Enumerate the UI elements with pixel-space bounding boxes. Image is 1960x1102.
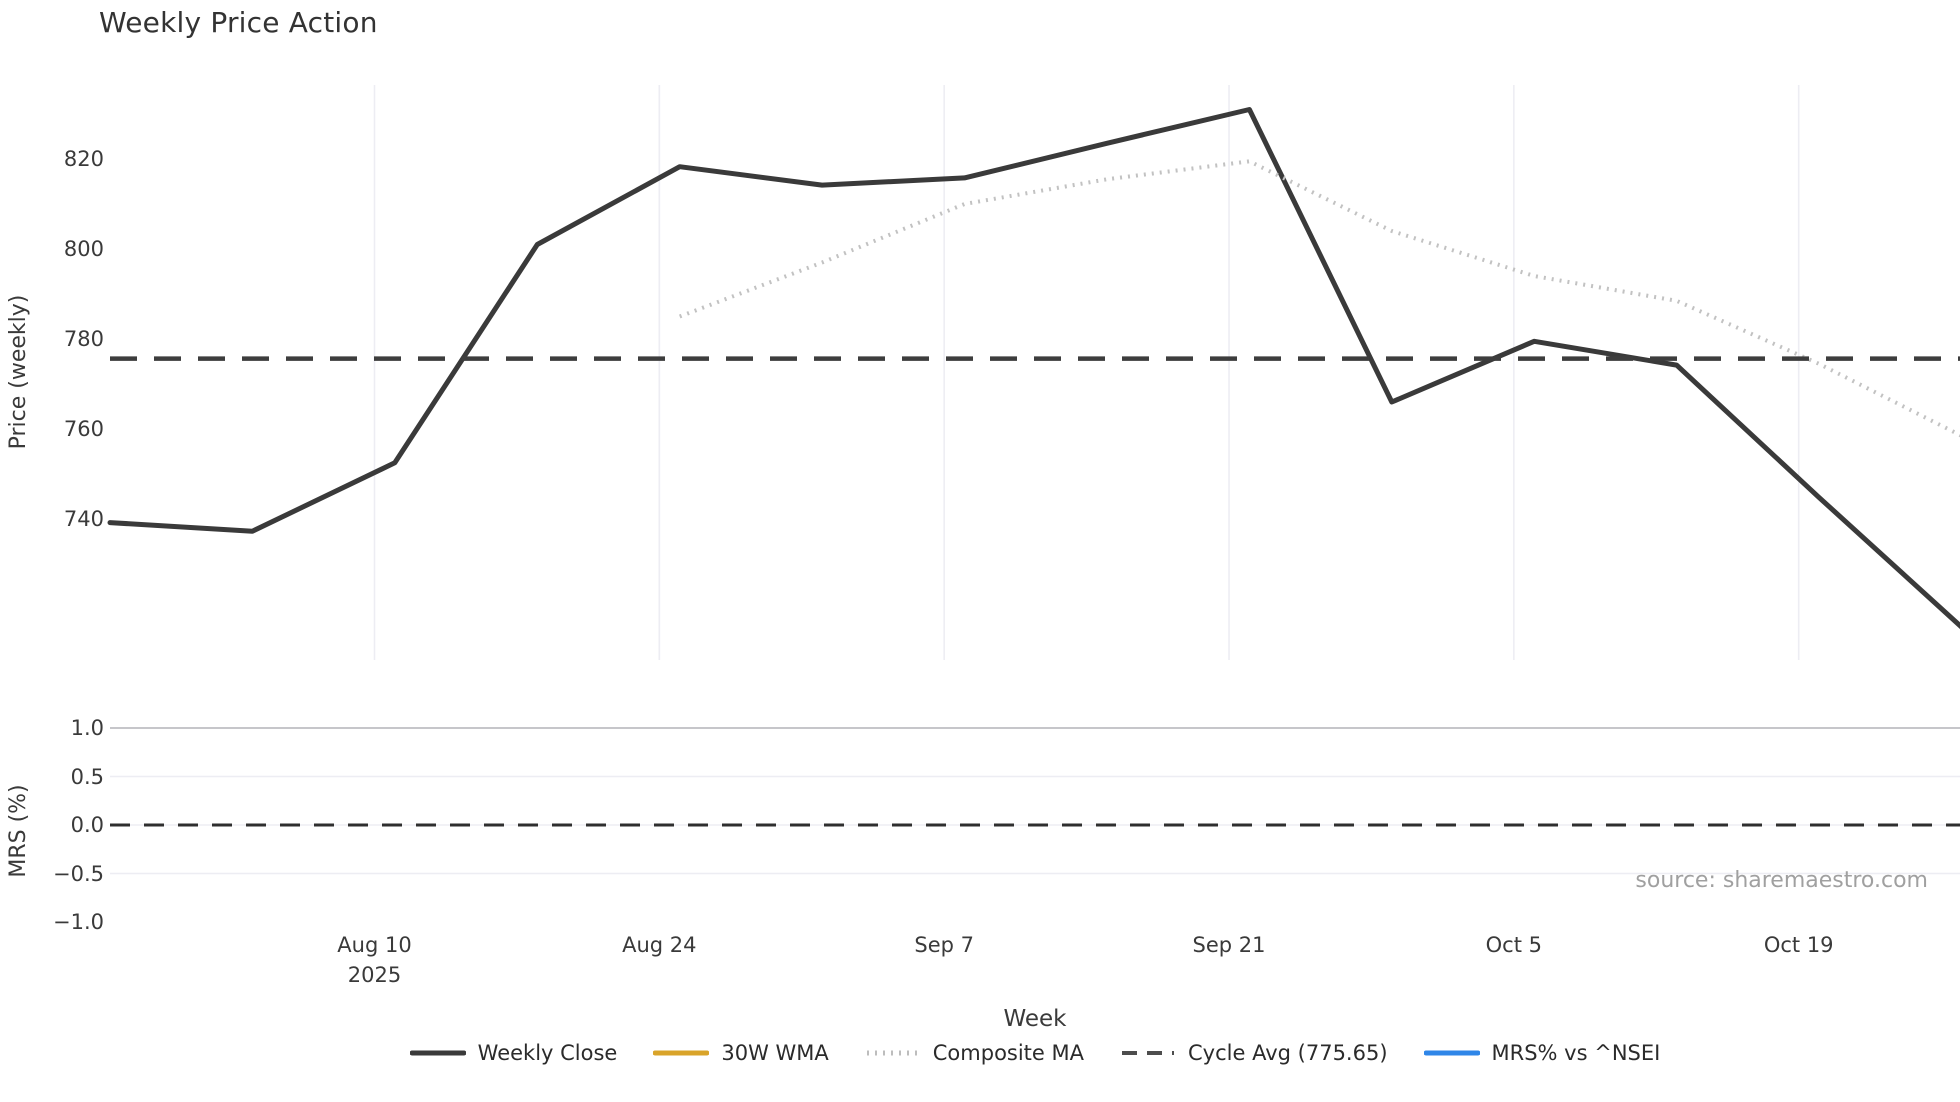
legend-line-swatch-icon [1122, 1051, 1175, 1055]
legend-label: Weekly Close [477, 1041, 618, 1065]
legend-line-swatch-icon [866, 1050, 919, 1056]
x-tick-date: Sep 7 [914, 933, 974, 957]
legend-line-swatch-icon [1423, 1050, 1480, 1056]
x-tick-label: Sep 7 [864, 930, 1024, 960]
x-tick-label: Aug 24 [579, 930, 739, 960]
mrs-ytick-label: 0.0 [70, 813, 104, 837]
price-ytick-label: 800 [63, 237, 104, 261]
x-tick-label: Oct 19 [1719, 930, 1879, 960]
mrs-ytick-label: 1.0 [70, 716, 104, 740]
legend-label: Composite MA [932, 1041, 1085, 1065]
legend-item: 30W WMA [653, 1041, 829, 1065]
legend: Weekly Close 30W WMA Composite MA Cycle Avg… [110, 1036, 1960, 1070]
legend-label: Cycle Avg (775.65) [1188, 1041, 1388, 1065]
x-tick-label: Oct 5 [1434, 930, 1594, 960]
mrs-ytick-label: −0.5 [53, 861, 104, 886]
weekly-close-line [107, 107, 1960, 629]
x-tick-date: Aug 24 [622, 933, 697, 957]
price-ytick-label: 760 [63, 417, 104, 441]
x-tick-date: Oct 5 [1485, 933, 1543, 957]
x-tick-date: Oct 19 [1763, 933, 1834, 957]
mrs-ytick-label: −1.0 [53, 910, 104, 934]
legend-item: MRS% vs ^NSEI [1423, 1041, 1661, 1065]
chart-title: Weekly Price Action [99, 6, 378, 39]
x-axis-title: Week [1003, 1006, 1067, 1032]
legend-label: 30W WMA [721, 1041, 829, 1065]
x-tick-year: 2025 [347, 963, 402, 987]
x-tick-date: Sep 21 [1192, 933, 1266, 957]
legend-item: Cycle Avg (775.65) [1120, 1041, 1388, 1065]
legend-label: MRS% vs ^NSEI [1491, 1041, 1661, 1065]
mrs-ytick-label: 0.5 [70, 764, 104, 789]
legend-line-swatch-icon [653, 1050, 710, 1056]
legend-item: Weekly Close [409, 1041, 618, 1065]
price-ytick-label: 740 [63, 507, 104, 531]
price-ytick-label: 820 [63, 147, 104, 171]
source-watermark: source: sharemaestro.com [1635, 868, 1928, 893]
legend-line-swatch-icon [409, 1050, 466, 1056]
x-tick-date: Aug 10 [337, 933, 412, 957]
composite-ma-line [678, 159, 1960, 438]
price-ytick-label: 780 [63, 327, 104, 351]
x-tick-label: Sep 21 [1149, 930, 1309, 960]
legend-item: Composite MA [865, 1041, 1084, 1065]
x-tick-label: Aug 10 2025 [294, 930, 454, 990]
